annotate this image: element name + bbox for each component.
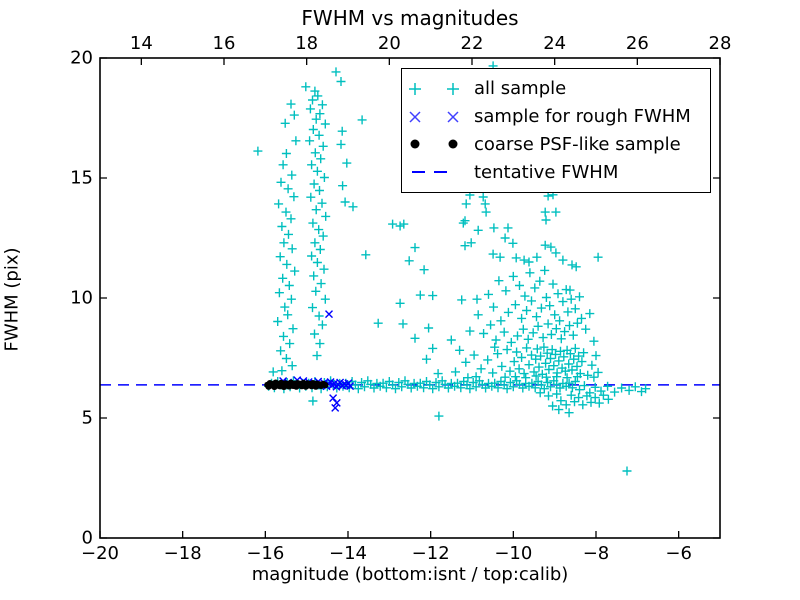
tick-label: −6 [665, 543, 692, 564]
tick-label: −10 [494, 543, 533, 564]
tick-label: −8 [582, 543, 610, 564]
legend-label: coarse PSF-like sample [474, 133, 681, 155]
tick-label: 16 [212, 33, 236, 54]
tick-label: 18 [295, 33, 319, 54]
y-axis-label: FWHM (pix) [1, 247, 23, 352]
tick-label: 28 [708, 33, 732, 54]
tick-label: 10 [70, 287, 93, 309]
tick-label: 0 [81, 527, 93, 549]
tick-label: −20 [81, 543, 119, 564]
series-sample-for-rough-fwhm [279, 310, 355, 412]
tick-label: 20 [377, 33, 401, 54]
tick-label: −12 [411, 543, 450, 564]
legend-item-tentative-fwhm: tentative FWHM [408, 159, 702, 185]
series-coarse-psf-like-sample [264, 379, 329, 390]
x-marker-icon [408, 110, 460, 124]
tick-label: 15 [70, 167, 93, 189]
axes-frame [99, 57, 721, 539]
plus-marker-icon [408, 82, 460, 96]
legend-item-coarse-psf: coarse PSF-like sample [408, 131, 702, 157]
legend-label: all sample [474, 78, 567, 100]
tick-label: −18 [163, 543, 202, 564]
tick-label: 5 [81, 407, 93, 429]
dashed-line-icon [408, 165, 460, 179]
tick-label: 14 [129, 33, 153, 54]
legend-item-all-sample: all sample [408, 76, 702, 102]
tick-label: 26 [625, 33, 649, 54]
legend: all sample sample for rough FWHM coarse … [401, 68, 711, 193]
legend-label: sample for rough FWHM [474, 106, 691, 128]
tick-label: 24 [543, 33, 567, 54]
dot-marker-icon [408, 137, 460, 151]
chart-title: FWHM vs magnitudes [301, 6, 519, 30]
x-axis-label: magnitude (bottom:isnt / top:calib) [251, 564, 569, 585]
tick-label: −16 [246, 543, 285, 564]
legend-item-rough-fwhm: sample for rough FWHM [408, 104, 702, 130]
legend-label: tentative FWHM [474, 161, 619, 183]
tick-label: −14 [329, 543, 367, 564]
tick-label: 22 [460, 33, 484, 54]
tick-label: 20 [70, 47, 93, 69]
